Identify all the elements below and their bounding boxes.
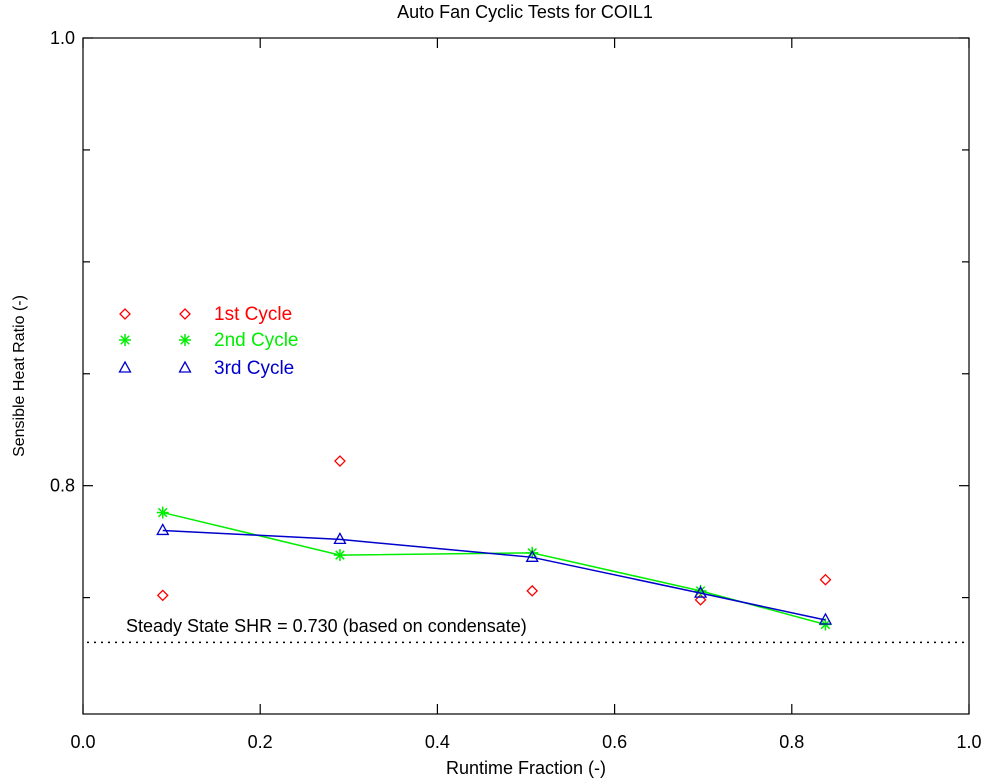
x-tick-label: 0.0 [70, 732, 95, 752]
series-3 [157, 524, 831, 624]
y-axis: 0.8 1.0 [50, 28, 969, 598]
data-point [157, 507, 169, 519]
y-axis-label: Sensible Heat Ratio (-) [11, 295, 28, 457]
legend-marker [179, 334, 191, 346]
legend-marker [119, 334, 131, 346]
data-point [334, 533, 345, 543]
data-point [335, 456, 345, 466]
legend-marker [120, 362, 131, 372]
legend-marker [180, 309, 190, 319]
series-1 [158, 456, 831, 605]
chart-title: Auto Fan Cyclic Tests for COIL1 [397, 2, 653, 22]
x-tick-label: 0.2 [248, 732, 273, 752]
legend-item: 3rd Cycle [120, 358, 295, 379]
x-tick-label: 0.4 [425, 732, 450, 752]
data-point [820, 575, 830, 585]
y-tick-label: 0.8 [50, 476, 75, 496]
x-axis-label: Runtime Fraction (-) [446, 758, 606, 778]
x-tick-label: 0.8 [779, 732, 804, 752]
legend-label: 3rd Cycle [214, 358, 294, 379]
data-point [527, 586, 537, 596]
legend: 1st Cycle 2nd Cycle 3rd Cycle [119, 304, 299, 379]
legend-item: 1st Cycle [120, 304, 292, 325]
data-point [158, 590, 168, 600]
series-line [163, 530, 826, 620]
legend-marker [180, 362, 191, 372]
data-point [334, 549, 346, 561]
legend-marker [120, 309, 130, 319]
series-2 [157, 507, 832, 631]
y-tick-label: 1.0 [50, 28, 75, 48]
steady-state-label: Steady State SHR = 0.730 (based on conde… [126, 616, 527, 636]
data-point [157, 524, 168, 534]
steady-state-reference: Steady State SHR = 0.730 (based on conde… [87, 616, 965, 642]
x-tick-label: 0.6 [602, 732, 627, 752]
legend-label: 2nd Cycle [214, 330, 299, 351]
legend-label: 1st Cycle [214, 304, 292, 325]
series-line [163, 513, 826, 625]
x-axis: 0.0 0.2 0.4 0.6 0.8 1.0 [70, 38, 981, 752]
series-layer [157, 456, 832, 630]
x-tick-label: 1.0 [956, 732, 981, 752]
legend-item: 2nd Cycle [119, 330, 299, 351]
